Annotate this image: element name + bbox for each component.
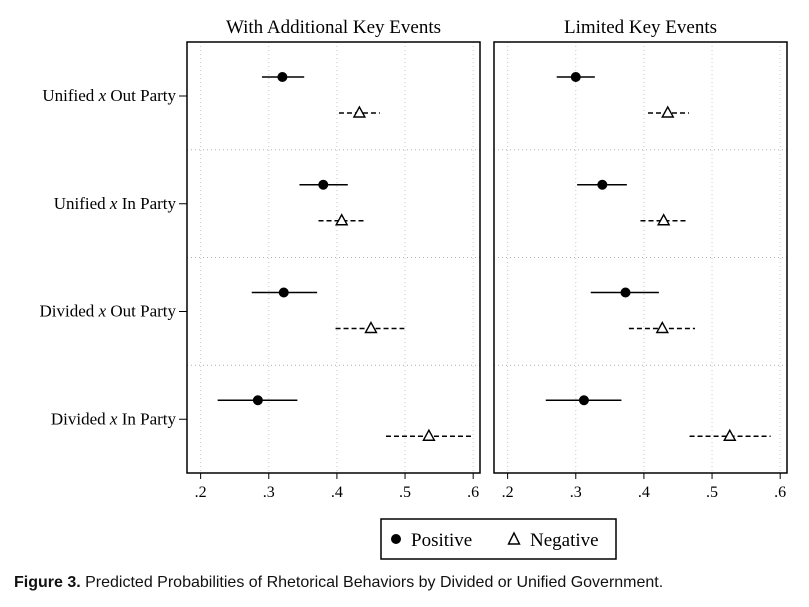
y-tick-label-part: x [109, 194, 118, 213]
panel-frame [186, 41, 481, 474]
negative-point [661, 105, 675, 118]
y-tick-label-part: x [98, 86, 107, 105]
x-tick-label: .4 [331, 484, 343, 501]
x-tick-label: .5 [706, 484, 718, 501]
negative-point [422, 428, 436, 441]
x-tick-label: .2 [195, 484, 207, 501]
positive-point [620, 287, 631, 298]
y-tick-label: Unified x Out Party [42, 86, 176, 105]
panel-2: Limited Key Events .2 .3 .4 .5 .6 [493, 17, 788, 501]
y-tick-label-part: x [109, 409, 118, 428]
figure-caption: Figure 3. Predicted Probabilities of Rhe… [14, 574, 663, 592]
positive-point [252, 395, 263, 406]
y-tick-label: Divided x Out Party [40, 302, 177, 321]
legend: Positive Negative [380, 518, 617, 560]
negative-point [334, 213, 349, 226]
y-tick-label-part: Out Party [106, 302, 176, 321]
panel-title: With Additional Key Events [226, 17, 441, 38]
positive-point [278, 287, 289, 298]
positive-point [318, 179, 329, 190]
y-tick-label-part: Out Party [106, 86, 176, 105]
x-tick-label: .3 [570, 484, 582, 501]
figure-caption-text: Predicted Probabilities of Rhetorical Be… [80, 574, 664, 591]
y-tick-label-part: In Party [117, 409, 176, 428]
negative-point [364, 321, 378, 334]
x-tick-label: .4 [638, 484, 650, 501]
negative-point [723, 428, 737, 441]
negative-point [352, 105, 367, 118]
y-tick-label-part: Divided [40, 302, 99, 321]
positive-point [570, 72, 581, 82]
legend-negative-label: Negative [530, 530, 599, 551]
legend-positive-marker [391, 534, 401, 544]
y-tick-label-part: Divided [51, 409, 110, 428]
y-tick-label-part: Unified [54, 194, 110, 213]
x-tick-label: .2 [502, 484, 514, 501]
x-tick-label: .6 [467, 484, 479, 501]
x-tick-label: .6 [774, 484, 786, 501]
negative-point [656, 213, 671, 226]
positive-point [597, 179, 608, 190]
figure-caption-label: Figure 3. [14, 574, 81, 591]
panel-1: With Additional Key Events .2 .3 .4 .5 .6 [186, 17, 481, 501]
positive-point [277, 72, 288, 82]
y-tick-label: Unified x In Party [54, 194, 177, 213]
x-tick-label: .3 [263, 484, 275, 501]
positive-point [578, 395, 589, 406]
negative-point [655, 321, 669, 334]
panel-title: Limited Key Events [564, 17, 717, 38]
x-tick-label: .5 [399, 484, 411, 501]
y-tick-label-part: In Party [117, 194, 176, 213]
legend-box [380, 518, 617, 560]
y-tick-label: Divided x In Party [51, 409, 177, 428]
y-tick-label-part: x [98, 302, 107, 321]
panel-frame [493, 41, 788, 474]
legend-negative-marker [507, 531, 521, 545]
legend-positive-label: Positive [411, 530, 472, 551]
y-tick-label-part: Unified [42, 86, 98, 105]
